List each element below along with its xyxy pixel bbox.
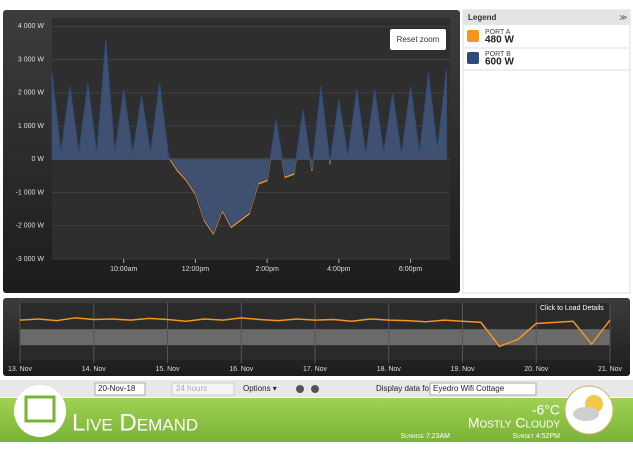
navigator-note[interactable]: Click to Load Details (540, 305, 604, 312)
prev-button[interactable] (296, 385, 304, 393)
banner-title: Live Demand (72, 409, 198, 436)
condition: Mostly Cloudy (468, 415, 560, 431)
y-tick-label: 0 W (32, 156, 45, 163)
date-input[interactable] (94, 382, 146, 396)
legend-title: Legend (468, 13, 497, 22)
reset-zoom-label: Reset zoom (397, 35, 440, 44)
legend-value: 600 W (485, 57, 514, 68)
legend-toggle[interactable]: ≫ (619, 13, 627, 22)
navigator-tick-label: 14. Nov (82, 366, 107, 373)
navigator-tick-label: 20. Nov (524, 366, 549, 373)
y-tick-label: 3 000 W (18, 56, 44, 63)
legend-panel (462, 9, 631, 294)
display-label: Display data for (376, 384, 432, 393)
logo (14, 385, 66, 437)
navigator-tick-label: 16. Nov (229, 366, 254, 373)
navigator-tick-label: 18. Nov (377, 366, 402, 373)
cloud (573, 407, 599, 421)
navigator-tick-label: 21. Nov (598, 366, 623, 373)
next-button[interactable] (311, 385, 319, 393)
options[interactable]: Options ▾ (243, 384, 277, 393)
device-select[interactable] (429, 382, 537, 396)
x-tick-label: 4:00pm (327, 266, 351, 273)
y-tick-label: -3 000 W (16, 256, 45, 263)
reset-zoom[interactable] (390, 29, 446, 50)
navigator-line (19, 317, 611, 348)
series-area (51, 39, 447, 234)
sunset: Sunset 4:52PM (512, 433, 560, 440)
navigator-tick-label: 13. Nov (8, 366, 33, 373)
navigator-tick-label: 19. Nov (450, 366, 475, 373)
y-tick-label: -2 000 W (16, 223, 45, 230)
x-tick-label: 6:00pm (399, 266, 423, 273)
legend-value: 480 W (485, 35, 514, 46)
legend-swatch (467, 30, 479, 42)
range-select[interactable] (171, 382, 235, 396)
y-tick-label: 2 000 W (18, 90, 44, 97)
logo-icon (24, 395, 56, 423)
range: 24 hours (176, 384, 207, 393)
x-tick-label: 12:00pm (182, 266, 209, 273)
y-tick-label: 4 000 W (18, 23, 44, 30)
sunrise: Sunrise 7:23AM (400, 433, 450, 440)
navigator-tick-label: 17. Nov (303, 366, 328, 373)
legend-header (463, 10, 630, 25)
date: 20-Nov-18 (98, 384, 136, 393)
temperature: -6°C (532, 402, 560, 418)
legend-name: PORT A (485, 29, 511, 36)
y-tick-label: -1 000 W (16, 189, 45, 196)
y-tick-label: 1 000 W (18, 123, 44, 130)
device: Eyedro Wifi Cottage (433, 384, 505, 393)
x-tick-label: 10:00am (110, 266, 137, 273)
legend-swatch (467, 52, 479, 64)
legend-name: PORT B (485, 51, 511, 58)
x-tick-label: 2:00pm (255, 266, 279, 273)
navigator-tick-label: 15. Nov (155, 366, 180, 373)
banner (0, 398, 633, 442)
